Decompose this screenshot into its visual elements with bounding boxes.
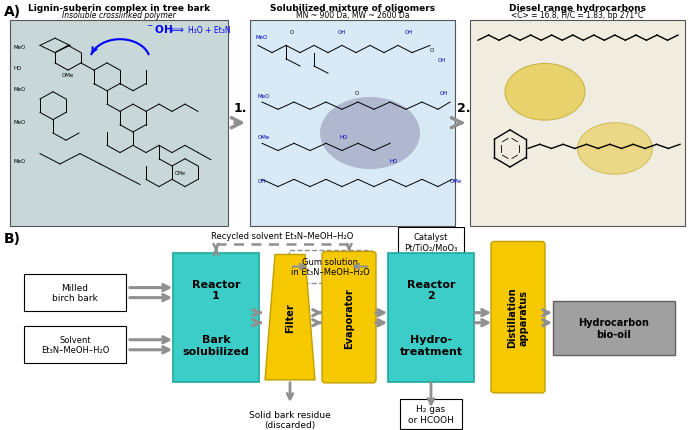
- FancyBboxPatch shape: [388, 253, 474, 382]
- Text: Recycled solvent Et₃N–MeOH–H₂O: Recycled solvent Et₃N–MeOH–H₂O: [211, 232, 354, 241]
- Text: O: O: [430, 47, 434, 52]
- Text: Distillation
apparatus: Distillation apparatus: [507, 287, 529, 348]
- Text: MeO: MeO: [258, 94, 270, 98]
- Text: Solubilized mixture of oligomers: Solubilized mixture of oligomers: [270, 4, 435, 13]
- FancyBboxPatch shape: [24, 274, 126, 311]
- Text: HO: HO: [340, 135, 348, 140]
- Text: OMe: OMe: [62, 73, 74, 78]
- Text: B): B): [4, 232, 21, 246]
- Text: O: O: [355, 91, 359, 95]
- Text: H₂O + Et₃N: H₂O + Et₃N: [188, 26, 230, 35]
- Text: MeO: MeO: [256, 35, 269, 40]
- Bar: [10, 21, 228, 226]
- Text: MeO: MeO: [14, 159, 26, 163]
- Text: Hydrocarbon
bio-oil: Hydrocarbon bio-oil: [579, 317, 650, 339]
- Text: Lignin-suberin complex in tree bark: Lignin-suberin complex in tree bark: [28, 4, 210, 13]
- FancyBboxPatch shape: [553, 301, 675, 355]
- Text: Evaporator: Evaporator: [344, 287, 354, 348]
- Bar: [250, 21, 455, 226]
- Text: Reactor
1: Reactor 1: [192, 279, 240, 301]
- Text: OH: OH: [405, 30, 414, 35]
- Text: $^-$OH: $^-$OH: [145, 23, 173, 35]
- Text: HO: HO: [14, 66, 22, 71]
- Text: Catalyst
Pt/TiO₂/MoO₃: Catalyst Pt/TiO₂/MoO₃: [405, 232, 457, 252]
- Text: OH: OH: [438, 58, 446, 63]
- Text: MeO: MeO: [14, 120, 26, 124]
- Text: OH: OH: [440, 91, 448, 95]
- Text: Gum solution
in Et₃N–MeOH–H₂O: Gum solution in Et₃N–MeOH–H₂O: [291, 257, 369, 276]
- Text: HO: HO: [390, 159, 398, 163]
- FancyBboxPatch shape: [400, 399, 462, 429]
- Text: Filter: Filter: [285, 303, 295, 332]
- Text: MeO: MeO: [14, 86, 26, 92]
- Text: OH: OH: [258, 179, 266, 184]
- Text: Solid bark residue
(discarded): Solid bark residue (discarded): [249, 410, 331, 429]
- FancyBboxPatch shape: [173, 253, 259, 382]
- Text: Reactor
2: Reactor 2: [407, 279, 455, 301]
- Text: MeO: MeO: [14, 46, 26, 50]
- Text: OMe: OMe: [258, 135, 270, 140]
- FancyBboxPatch shape: [322, 252, 376, 383]
- Text: Milled
birch bark: Milled birch bark: [52, 283, 98, 303]
- Bar: [470, 21, 685, 226]
- Ellipse shape: [320, 98, 420, 170]
- Text: Solvent
Et₃N–MeOH–H₂O: Solvent Et₃N–MeOH–H₂O: [41, 335, 109, 355]
- Text: Insoluble crosslinked polymer: Insoluble crosslinked polymer: [62, 11, 176, 20]
- Text: 2.: 2.: [457, 101, 471, 114]
- Ellipse shape: [577, 123, 652, 175]
- Text: H₂ gas
or HCOOH: H₂ gas or HCOOH: [408, 404, 454, 424]
- FancyBboxPatch shape: [491, 242, 545, 393]
- FancyBboxPatch shape: [24, 326, 126, 363]
- Text: Bark
solubilized: Bark solubilized: [183, 334, 249, 356]
- Ellipse shape: [505, 64, 585, 121]
- Text: $\Longleftrightarrow$: $\Longleftrightarrow$: [168, 25, 185, 35]
- Text: OMe: OMe: [450, 179, 462, 184]
- Text: MN ~ 900 Da, MW ~ 2600 Da: MN ~ 900 Da, MW ~ 2600 Da: [296, 11, 409, 20]
- Text: <C> = 16.8, H/C = 1.83, bp 271°C: <C> = 16.8, H/C = 1.83, bp 271°C: [511, 11, 643, 20]
- Text: O: O: [290, 30, 294, 35]
- Text: A): A): [4, 5, 21, 19]
- FancyBboxPatch shape: [289, 251, 371, 283]
- Text: OH: OH: [338, 30, 346, 35]
- FancyBboxPatch shape: [398, 228, 464, 256]
- Polygon shape: [265, 255, 315, 380]
- Text: 1.: 1.: [233, 101, 247, 114]
- Text: Hydro-
treatment: Hydro- treatment: [400, 334, 463, 356]
- Text: OMe: OMe: [175, 171, 186, 176]
- Text: Diesel range hydrocarbons: Diesel range hydrocarbons: [509, 4, 646, 13]
